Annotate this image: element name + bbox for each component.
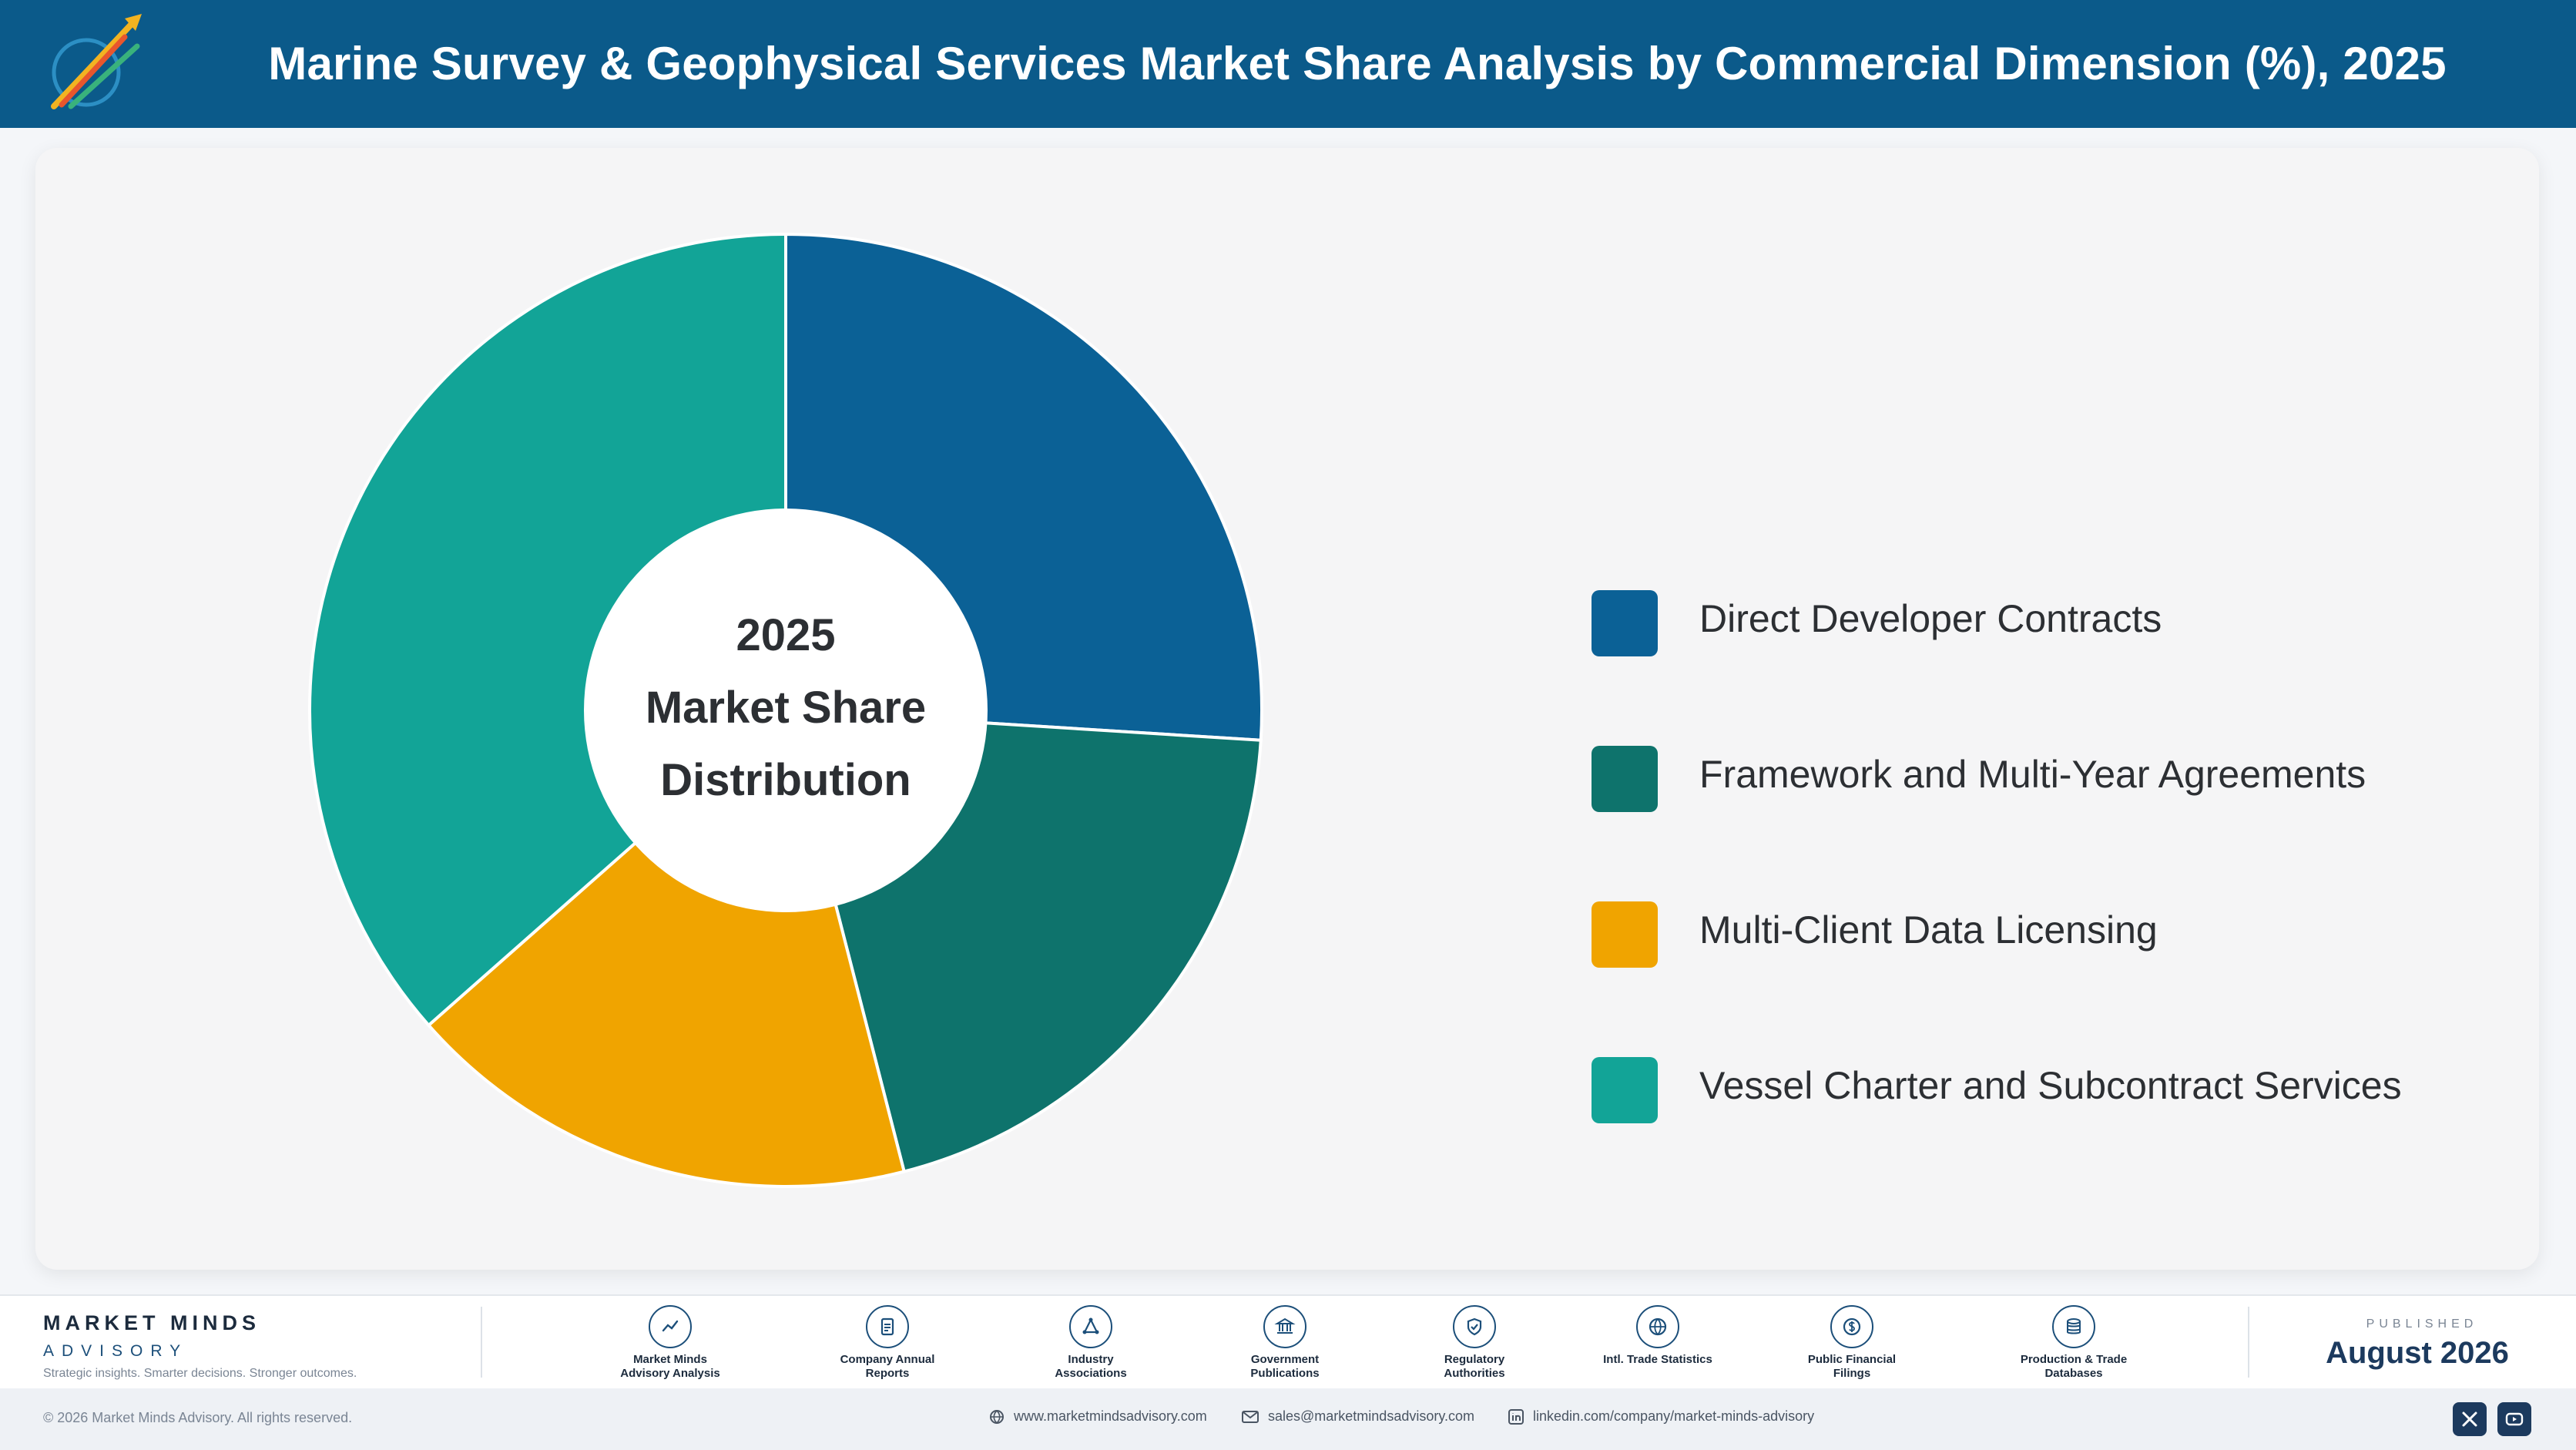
trend-line-icon <box>649 1305 692 1348</box>
shield-check-icon <box>1453 1305 1496 1348</box>
email-text: sales@marketmindsadvisory.com <box>1268 1408 1475 1424</box>
brand-tagline: Strategic insights. Smarter decisions. S… <box>43 1367 357 1380</box>
sources-footer: MARKET MINDS ADVISORY Strategic insights… <box>0 1294 2576 1388</box>
source-label: Company Annual Reports <box>840 1353 935 1380</box>
linkedin-link[interactable]: linkedin.com/company/market-minds-adviso… <box>1508 1408 1814 1425</box>
legend-label: Direct Developer Contracts <box>1699 597 2162 640</box>
footer-divider <box>481 1307 482 1378</box>
source-item: Regulatory Authorities <box>1397 1305 1551 1381</box>
bottom-bar: © 2026 Market Minds Advisory. All rights… <box>0 1388 2576 1450</box>
youtube-social-button[interactable] <box>2497 1402 2531 1436</box>
center-label-line3: Distribution <box>660 755 911 805</box>
globe-icon <box>990 1409 1004 1424</box>
center-hole <box>584 509 988 912</box>
company-logo <box>51 14 142 109</box>
linkedin-icon <box>1508 1408 1524 1425</box>
youtube-icon <box>2505 1412 2524 1426</box>
legend-swatch <box>1592 901 1658 968</box>
x-logo-icon <box>2462 1411 2477 1427</box>
website-text: www.marketmindsadvisory.com <box>1014 1408 1207 1424</box>
source-label: Production & Trade Databases <box>2020 1353 2128 1380</box>
copyright-text: © 2026 Market Minds Advisory. All rights… <box>43 1410 353 1425</box>
source-item: Industry Associations <box>1014 1305 1168 1381</box>
legend-swatch <box>1592 590 1658 656</box>
legend-label: Framework and Multi-Year Agreements <box>1699 753 2366 796</box>
legend-swatch <box>1592 746 1658 812</box>
source-label: Government Publications <box>1250 1353 1320 1380</box>
source-label: Market Minds Advisory Analysis <box>620 1353 720 1380</box>
database-icon <box>2052 1305 2095 1348</box>
header-bar: Marine Survey & Geophysical Services Mar… <box>0 0 2576 128</box>
document-icon <box>866 1305 909 1348</box>
source-label: Public Financial Filings <box>1807 1353 1897 1380</box>
pie-chart: 2025 Market Share Distribution <box>308 232 1263 1188</box>
legend-label: Multi-Client Data Licensing <box>1699 908 2158 952</box>
source-item: Market Minds Advisory Analysis <box>593 1305 747 1381</box>
x-social-button[interactable] <box>2453 1402 2487 1436</box>
source-item: Public Financial Filings <box>1775 1305 1929 1381</box>
page-title: Marine Survey & Geophysical Services Mar… <box>268 38 2447 89</box>
mail-icon <box>1242 1410 1259 1423</box>
published-date: August 2026 <box>2326 1336 2509 1370</box>
source-item: Production & Trade Databases <box>1997 1305 2151 1381</box>
legend-label: Vessel Charter and Subcontract Services <box>1699 1064 2402 1107</box>
website-link[interactable]: www.marketmindsadvisory.com <box>989 1408 1207 1425</box>
source-label: Regulatory Authorities <box>1444 1353 1505 1380</box>
network-icon <box>1069 1305 1112 1348</box>
footer-divider <box>2248 1307 2249 1378</box>
chart-card: 2025 Market Share Distribution Direct De… <box>35 148 2539 1270</box>
source-label: Industry Associations <box>1055 1353 1127 1380</box>
legend-swatch <box>1592 1057 1658 1123</box>
center-label-line2: Market Share <box>646 683 926 733</box>
linkedin-text: linkedin.com/company/market-minds-adviso… <box>1533 1408 1815 1424</box>
source-item: Company Annual Reports <box>810 1305 964 1381</box>
source-label: Intl. Trade Statistics <box>1603 1353 1712 1366</box>
globe-icon <box>1636 1305 1679 1348</box>
dollar-coin-icon <box>1830 1305 1873 1348</box>
published-caption: PUBLISHED <box>2366 1317 2478 1331</box>
email-link[interactable]: sales@marketmindsadvisory.com <box>1242 1408 1474 1425</box>
government-building-icon <box>1263 1305 1306 1348</box>
center-label-year: 2025 <box>736 610 835 660</box>
pie-slice-vessel-charter-and-subcontract-services <box>308 232 787 1028</box>
source-item: Government Publications <box>1208 1305 1362 1381</box>
source-item: Intl. Trade Statistics <box>1581 1305 1735 1367</box>
brand-name: MARKET MINDS <box>43 1311 260 1334</box>
brand-subtitle: ADVISORY <box>43 1342 189 1360</box>
